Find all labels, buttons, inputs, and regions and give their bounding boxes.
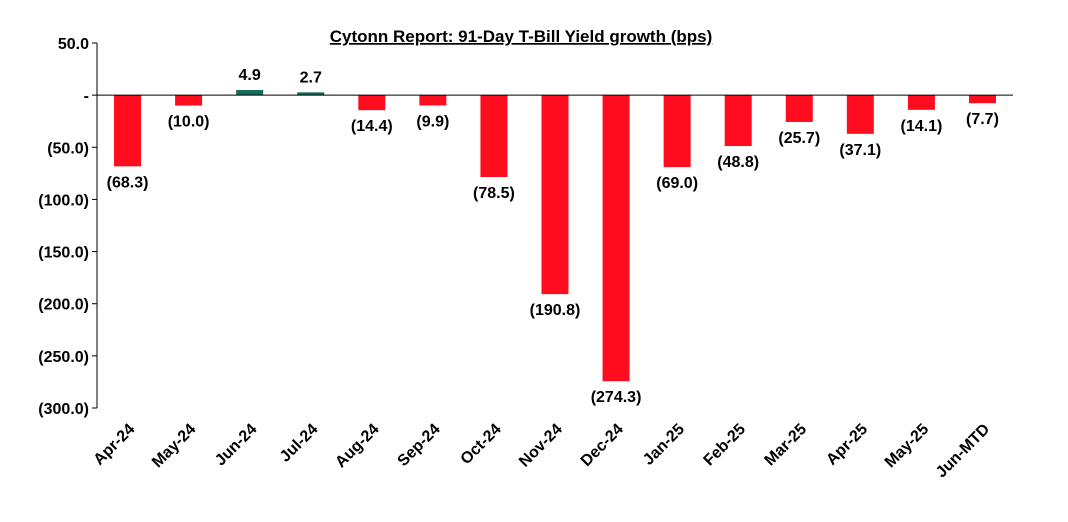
data-labels-group: (68.3) (10.0) 4.9 2.7 (14.4) (9.9) (78.5) (190.… <box>107 67 999 406</box>
bar <box>297 92 325 96</box>
y-tick-label: (100.0) <box>38 192 89 209</box>
data-label: (14.4) <box>351 118 393 135</box>
x-tick-label: May-25 <box>882 421 932 471</box>
y-tick-label: (200.0) <box>38 297 89 314</box>
x-tick-label: Nov-24 <box>516 421 566 471</box>
bar <box>114 95 142 167</box>
bar <box>419 95 447 106</box>
data-label: (9.9) <box>416 113 449 130</box>
bar <box>175 95 203 106</box>
bar <box>358 95 386 111</box>
y-tick-label: (50.0) <box>47 140 89 157</box>
x-tick-label: Dec-24 <box>578 421 627 470</box>
bar <box>541 95 569 295</box>
bar <box>968 95 996 104</box>
bar <box>602 95 630 382</box>
data-label: (48.8) <box>717 154 759 171</box>
x-tick-label: May-24 <box>149 421 199 471</box>
bars-group <box>114 90 996 382</box>
x-tick-label: Aug-24 <box>332 421 382 471</box>
bar <box>785 95 813 122</box>
bar <box>480 95 508 178</box>
y-tick-label: 50.0 <box>58 36 89 53</box>
data-label: 4.9 <box>239 67 261 84</box>
x-tick-label: Jun-24 <box>212 421 261 470</box>
y-tick-label: (250.0) <box>38 349 89 366</box>
x-tick-label: Jan-25 <box>640 421 688 469</box>
data-label: (10.0) <box>168 114 210 131</box>
data-label: 2.7 <box>300 69 322 86</box>
y-tick-label: - <box>84 88 89 105</box>
bar <box>663 95 691 168</box>
data-label: (274.3) <box>591 389 642 406</box>
data-label: (7.7) <box>966 111 999 128</box>
x-tick-label: Apr-24 <box>90 421 138 469</box>
x-tick-label: Mar-25 <box>762 421 811 470</box>
x-tick-label: Oct-24 <box>458 421 505 468</box>
data-label: (190.8) <box>530 302 581 319</box>
x-tick-label: Sep-24 <box>395 421 444 470</box>
x-tick-label: Jul-24 <box>277 421 322 466</box>
chart-title: Cytonn Report: 91-Day T-Bill Yield growt… <box>330 27 713 46</box>
x-tick-label: Jun-MTD <box>933 421 993 481</box>
bar <box>907 95 935 110</box>
bar <box>724 95 752 147</box>
x-tick-label: Feb-25 <box>701 421 750 470</box>
data-label: (68.3) <box>107 174 149 191</box>
data-label: (14.1) <box>901 118 943 135</box>
bar <box>236 90 264 96</box>
x-tick-label: Apr-25 <box>823 421 871 469</box>
bar <box>846 95 874 134</box>
data-label: (78.5) <box>473 185 515 202</box>
y-axis: 50.0 - (50.0) (100.0) (150.0) (200.0) (250.0) (… <box>38 36 98 418</box>
data-label: (37.1) <box>839 142 881 159</box>
y-tick-label: (300.0) <box>38 401 89 418</box>
data-label: (25.7) <box>778 130 820 147</box>
data-label: (69.0) <box>656 175 698 192</box>
y-tick-label: (150.0) <box>38 245 89 262</box>
